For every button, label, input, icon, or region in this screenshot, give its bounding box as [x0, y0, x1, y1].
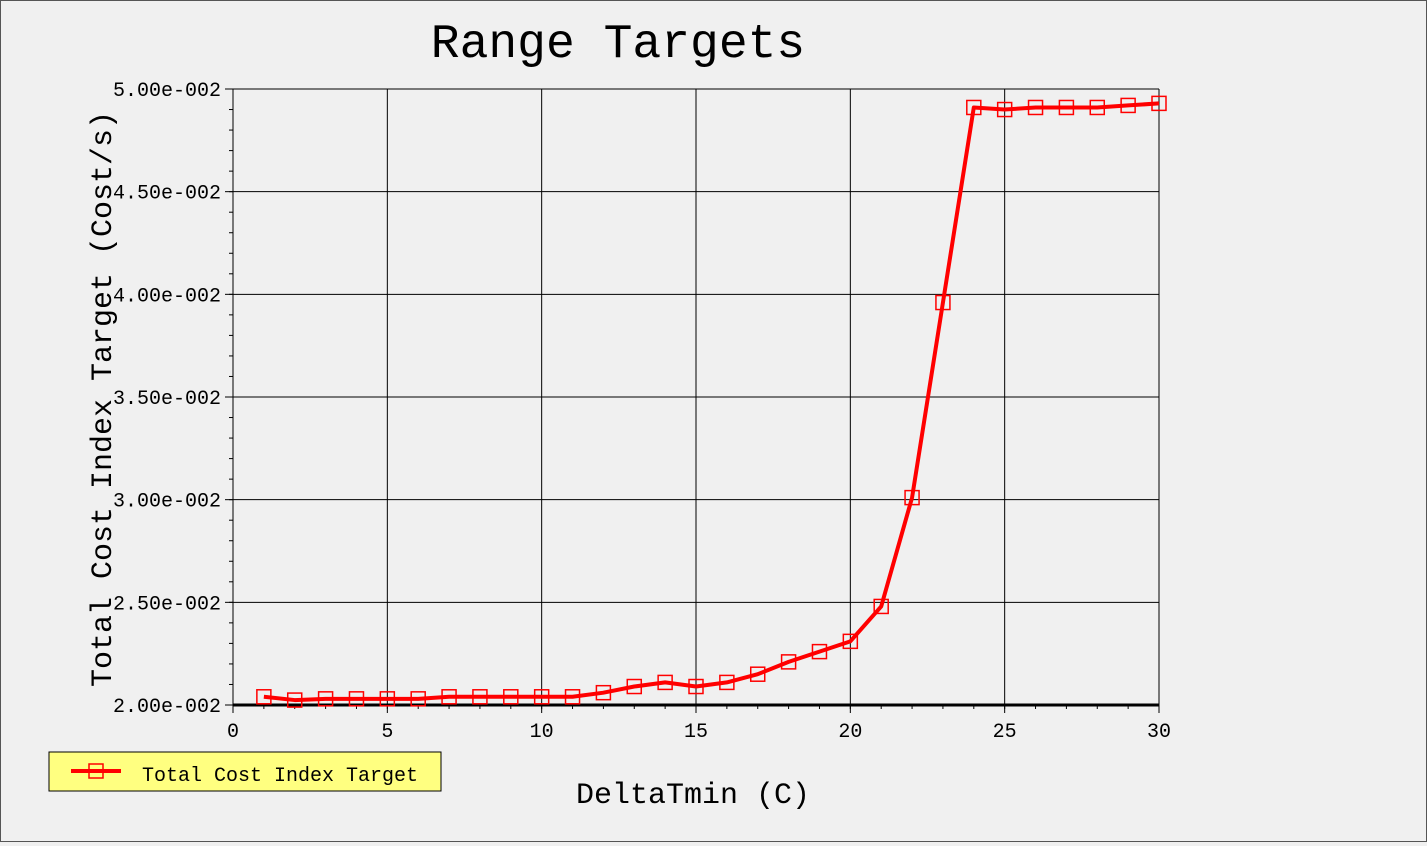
- legend-marker: [88, 763, 104, 779]
- x-tick-label: 20: [838, 721, 862, 744]
- y-tick-label: 3.50e-002: [113, 388, 221, 411]
- data-point: [935, 294, 951, 311]
- data-point: [410, 691, 426, 707]
- data-point: [1089, 99, 1106, 116]
- data-point: [348, 691, 365, 707]
- ticks: 0 5 10 15 20 25 30 2.00e-002 2.50e-002 3.00e-002 3…: [113, 80, 1171, 744]
- legend-label: Total Cost Index Target: [142, 765, 418, 788]
- grid: [232, 88, 1160, 707]
- data-point: [1120, 97, 1136, 114]
- x-tick-label: 5: [381, 721, 393, 744]
- data-point: [1058, 99, 1075, 116]
- y-tick-label: 5.00e-002: [113, 80, 221, 103]
- legend: Total Cost Index Target: [48, 751, 442, 792]
- data-point: [996, 101, 1013, 118]
- data-point: [749, 666, 766, 682]
- data-point: [286, 692, 303, 708]
- x-tick-label: 30: [1147, 721, 1171, 744]
- x-tick-label: 10: [530, 721, 554, 744]
- data-point: [688, 678, 704, 695]
- data-point: [626, 678, 643, 695]
- x-tick-label: 0: [227, 721, 239, 744]
- series: [256, 95, 1167, 708]
- data-point: [595, 684, 612, 701]
- x-axis-label: DeltaTmin (C): [576, 779, 810, 813]
- data-point: [533, 689, 550, 705]
- data-point: [441, 689, 457, 705]
- data-point: [379, 691, 396, 707]
- data-point: [811, 643, 828, 660]
- y-tick-label: 2.00e-002: [113, 696, 221, 719]
- y-tick-label: 4.50e-002: [113, 183, 221, 206]
- data-point: [256, 689, 272, 705]
- data-point: [472, 689, 488, 705]
- data-point: [503, 689, 519, 705]
- data-point: [657, 674, 673, 691]
- series-line: [263, 101, 1160, 703]
- data-point: [1151, 95, 1167, 112]
- x-tick-label: 15: [684, 721, 708, 744]
- data-point: [966, 99, 982, 116]
- data-point: [904, 489, 920, 506]
- y-tick-label: 2.50e-002: [113, 593, 221, 616]
- data-point: [1027, 99, 1044, 116]
- x-tick-label: 25: [993, 721, 1017, 744]
- data-point: [842, 633, 859, 650]
- data-point: [873, 598, 889, 615]
- data-point: [564, 689, 581, 705]
- data-point: [317, 691, 334, 707]
- data-point: [719, 674, 735, 691]
- y-tick-label: 3.00e-002: [113, 491, 221, 514]
- y-axis-label: Total Cost Index Target (Cost/s): [87, 111, 121, 687]
- data-point: [780, 654, 797, 670]
- y-tick-label: 4.00e-002: [113, 285, 221, 308]
- chart-title: Range Targets: [431, 18, 805, 72]
